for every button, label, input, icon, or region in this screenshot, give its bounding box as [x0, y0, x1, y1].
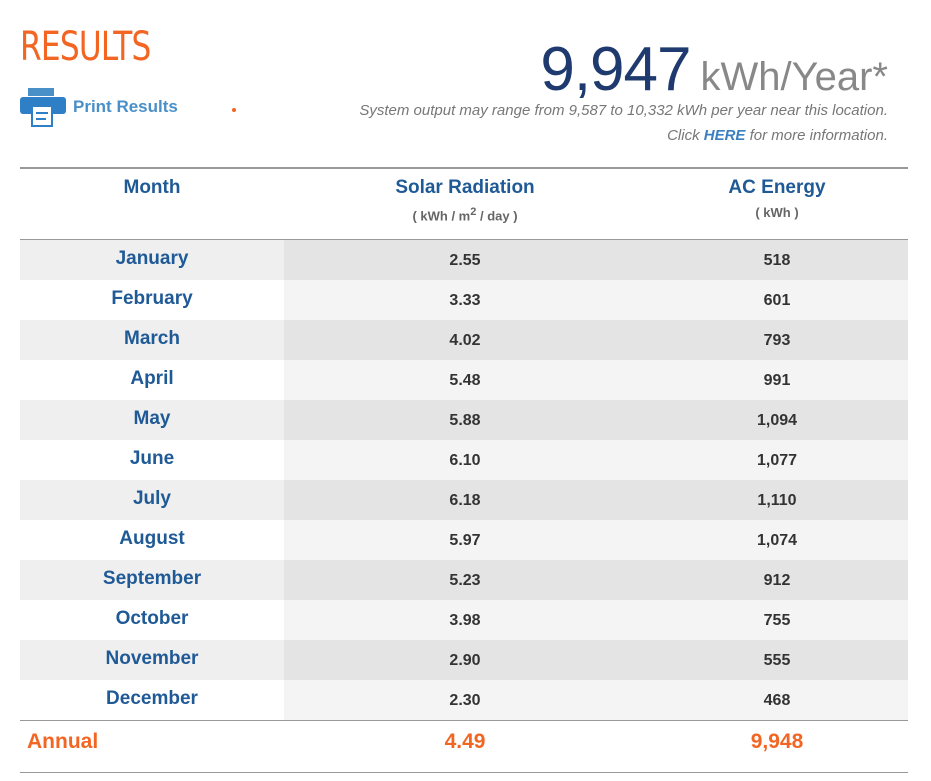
results-title: RESULTS [20, 24, 151, 70]
month: July [132, 488, 172, 509]
header-rule [20, 239, 908, 240]
solar-radiation: 5.23 [449, 572, 481, 589]
row-bg [284, 320, 908, 360]
table-bottom [20, 772, 908, 773]
row-bg [284, 280, 908, 320]
month: February [111, 288, 193, 309]
month: April [130, 368, 174, 389]
col-header: Solar Radiation [395, 177, 535, 198]
solar-radiation: 3.98 [449, 612, 481, 629]
ac-energy: 755 [763, 612, 791, 629]
total-output: 9,947 kWh/Year* [540, 34, 888, 105]
row-bg [284, 560, 908, 600]
row-bg [284, 360, 908, 400]
solar-radiation: 5.48 [449, 372, 481, 389]
col-unit: ( kWh / m2 / day ) [320, 206, 610, 223]
ac-energy: 1,094 [756, 412, 798, 429]
row-bg [284, 680, 908, 720]
solar-radiation: 5.88 [449, 412, 481, 429]
row-bg [284, 520, 908, 560]
ac-energy: 518 [763, 252, 791, 269]
ac-energy: 991 [763, 372, 791, 389]
month: September [102, 568, 202, 589]
total-unit: kWh/Year* [700, 55, 889, 99]
ac-energy: 1,110 [757, 492, 797, 509]
month: January [115, 248, 189, 269]
col-unit: ( kWh ) [755, 205, 799, 220]
row-bg [20, 280, 284, 320]
month: March [124, 328, 180, 349]
month: August [119, 528, 185, 549]
ac-energy: 1,074 [756, 532, 798, 549]
unit-sup: 2 [470, 206, 477, 218]
ac-energy: 468 [763, 692, 791, 709]
row-bg [284, 600, 908, 640]
solar-radiation: 6.10 [449, 452, 481, 469]
row-bg [20, 520, 284, 560]
solar-radiation: 2.90 [449, 652, 481, 669]
row-bg [284, 400, 908, 440]
ac-energy: 555 [763, 652, 791, 669]
table-top [20, 167, 908, 169]
print-icon[interactable] [20, 88, 66, 128]
total-value: 9,947 [540, 35, 691, 104]
row-bg [20, 560, 284, 600]
range-note: System output may range from 9,587 to 10… [359, 102, 888, 119]
month: May [133, 408, 171, 429]
unit-text: / day ) [476, 208, 518, 224]
row-bg [20, 320, 284, 360]
info-text: Click [667, 127, 704, 144]
row-bg [20, 360, 284, 400]
dot [232, 108, 236, 112]
month: December [106, 688, 198, 709]
col-header: AC Energy [728, 177, 826, 198]
row-bg [20, 240, 284, 280]
print-link[interactable]: Print Results [73, 97, 178, 116]
solar-radiation: 3.33 [449, 292, 481, 309]
solar-radiation: 6.18 [449, 492, 481, 509]
row-bg [284, 640, 908, 680]
ac-energy: 793 [763, 332, 791, 349]
row-bg [20, 680, 284, 720]
solar-radiation: 2.55 [449, 252, 481, 269]
annual-rule [20, 720, 908, 721]
row-bg [284, 440, 908, 480]
ac-energy: 1,077 [756, 452, 798, 469]
annual-label: Annual [27, 730, 99, 753]
info-note: Click HERE for more information. [667, 127, 888, 144]
row-bg [20, 480, 284, 520]
row-bg [20, 640, 284, 680]
row-bg [284, 480, 908, 520]
solar-radiation: 4.02 [449, 332, 481, 349]
solar-radiation: 5.97 [449, 532, 481, 549]
annual-radiation: 4.49 [444, 730, 486, 753]
ac-energy: 601 [763, 292, 791, 309]
info-text: for more information. [745, 127, 888, 144]
here-link[interactable]: HERE [703, 127, 746, 144]
row-bg [20, 400, 284, 440]
ac-energy: 912 [763, 572, 791, 589]
unit-text: ( kWh / m [412, 208, 471, 224]
month: November [105, 648, 199, 669]
month: October [115, 608, 189, 629]
col-header: Month [123, 177, 181, 198]
row-bg [284, 240, 908, 280]
month: June [129, 448, 175, 469]
row-bg [20, 440, 284, 480]
row-bg [20, 600, 284, 640]
solar-radiation: 2.30 [449, 692, 481, 709]
annual-energy: 9,948 [750, 730, 804, 753]
